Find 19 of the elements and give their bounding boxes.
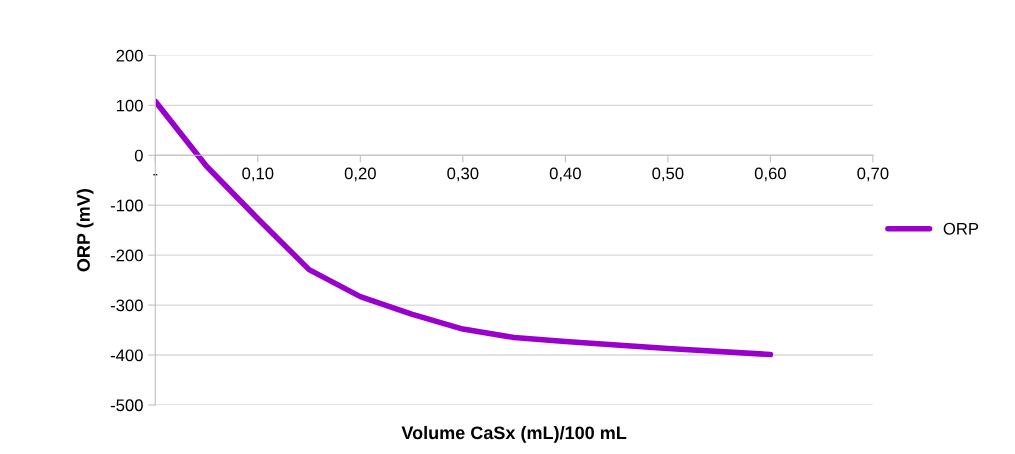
y-tick-label: -300 bbox=[110, 299, 143, 312]
y-tick-label: 100 bbox=[116, 99, 143, 112]
y-tick-label: -200 bbox=[110, 249, 143, 262]
x-tick-label: 0,30 bbox=[447, 167, 479, 182]
x-tick-label: 0,50 bbox=[652, 167, 684, 182]
x-axis-title: Volume CaSx (mL)/100 mL bbox=[401, 425, 627, 443]
y-tick-label: -400 bbox=[110, 349, 143, 362]
y-axis-title: ORP (mV) bbox=[76, 189, 94, 272]
x-tick-label: 0,60 bbox=[754, 167, 786, 182]
x-tick-label: 0,40 bbox=[549, 167, 581, 182]
y-tick-label: -100 bbox=[110, 199, 143, 212]
y-tick-label: 0 bbox=[134, 149, 143, 162]
x-tick-label: 0,70 bbox=[857, 167, 889, 182]
y-tick-label: 200 bbox=[116, 49, 143, 62]
x-tick-label: - bbox=[153, 174, 158, 176]
x-tick-label: 0,10 bbox=[242, 167, 274, 182]
legend-label: ORP bbox=[943, 222, 979, 235]
x-tick-label: 0,20 bbox=[344, 167, 376, 182]
y-tick-label: -500 bbox=[110, 399, 143, 412]
